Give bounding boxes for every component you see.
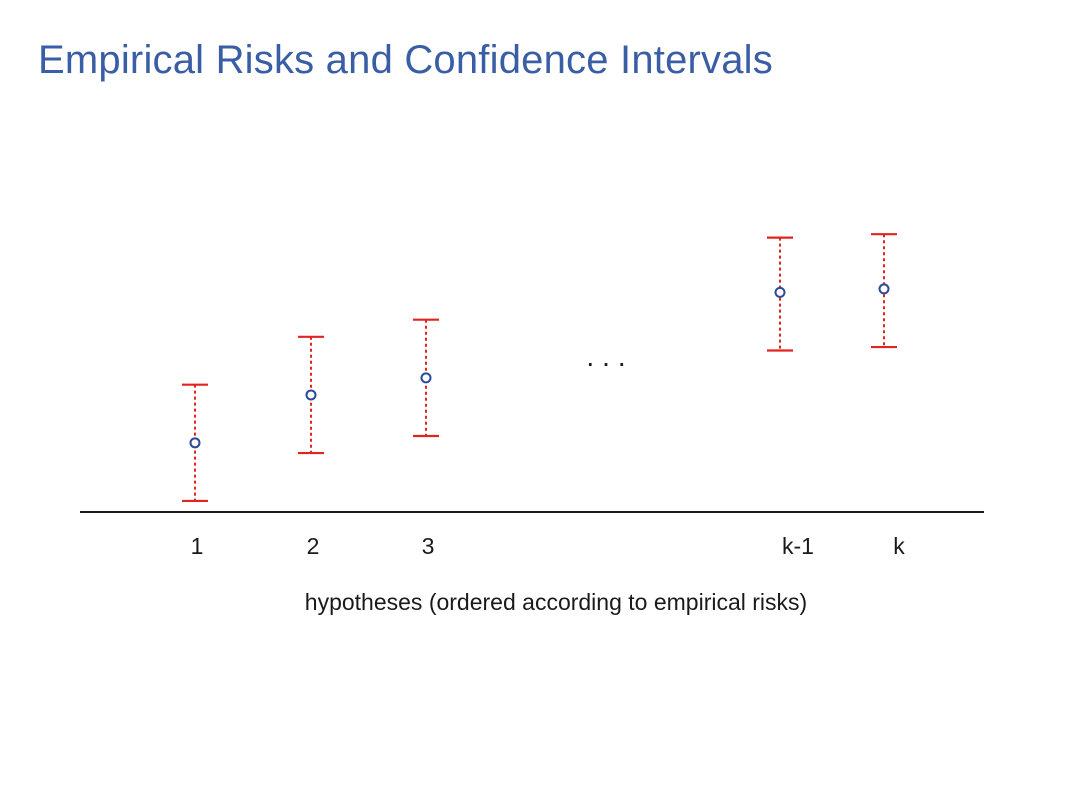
x-tick-label-3: 3: [422, 533, 435, 559]
x-tick-label-1: 1: [191, 533, 204, 559]
confidence-intervals: [182, 233, 897, 503]
x-tick-label-k: k: [893, 533, 905, 559]
slide-title: Empirical Risks and Confidence Intervals: [38, 38, 773, 82]
gap-ellipsis: ...: [586, 341, 633, 372]
risk-point-2: [305, 389, 317, 401]
x-axis-label: hypotheses (ordered according to empiric…: [305, 589, 807, 615]
x-tick-label-k-1: k-1: [782, 533, 814, 559]
x-tick-label-2: 2: [307, 533, 320, 559]
risk-point-k-1: [774, 286, 786, 298]
risk-point-3: [420, 372, 432, 384]
x-tick-labels: 1 2 3 k-1 k: [191, 533, 906, 559]
risk-point-k: [878, 283, 890, 295]
risk-point-1: [189, 437, 201, 449]
empirical-risk-points: [189, 283, 890, 449]
